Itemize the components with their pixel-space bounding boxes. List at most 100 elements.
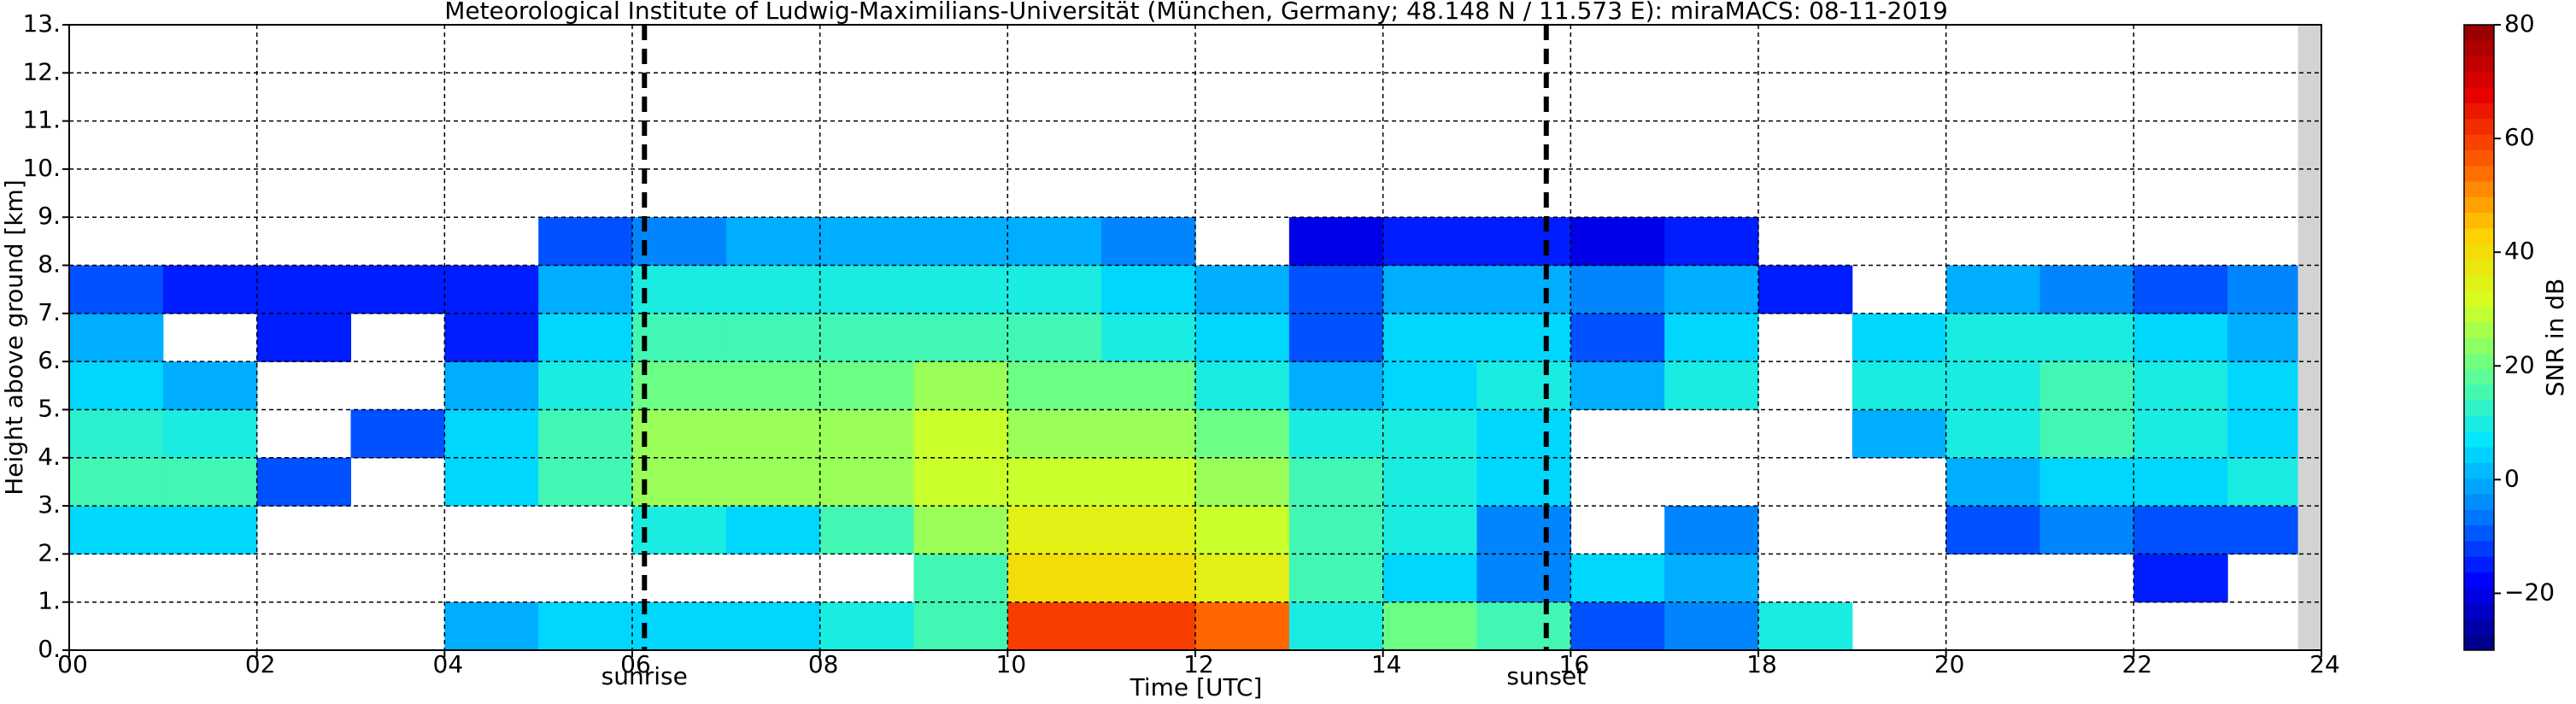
- heatmap-cell: [1101, 265, 1196, 314]
- colorbar-segment: [2464, 321, 2494, 338]
- heatmap-cell: [1195, 313, 1290, 362]
- colorbar-segment: [2464, 227, 2494, 244]
- heatmap-cell: [162, 457, 258, 507]
- heatmap-cell: [1382, 457, 1477, 507]
- heatmap-cell: [1382, 313, 1477, 362]
- heatmap-cell: [1382, 554, 1477, 603]
- heatmap-cell: [1195, 409, 1290, 459]
- colorbar-segment: [2464, 103, 2494, 120]
- heatmap-cell: [1195, 457, 1290, 507]
- annotation-label: sunrise: [601, 662, 688, 690]
- x-tick-label: 20: [1934, 650, 1965, 678]
- heatmap-cell: [1007, 457, 1102, 507]
- heatmap-cell: [444, 457, 539, 507]
- heatmap-cell: [632, 313, 727, 362]
- colorbar-segment: [2464, 165, 2494, 182]
- heatmap-cell: [1945, 457, 2040, 507]
- heatmap-cell: [1101, 601, 1196, 651]
- heatmap-cell: [1476, 601, 1571, 651]
- x-tick-label: 06: [620, 650, 651, 678]
- heatmap-cell: [1101, 457, 1196, 507]
- colorbar-tick-label: 0: [2504, 464, 2520, 492]
- heatmap-cell: [1101, 217, 1196, 267]
- colorbar-segment: [2464, 25, 2494, 41]
- heatmap-cell: [632, 217, 727, 267]
- y-tick-label: 3.: [38, 490, 61, 519]
- heatmap-cell: [913, 601, 1008, 651]
- heatmap-cell: [256, 457, 351, 507]
- heatmap-cell: [2133, 361, 2228, 410]
- heatmap-cell: [1476, 265, 1571, 314]
- no-data-region: [2297, 25, 2321, 650]
- heatmap-cell: [1007, 601, 1102, 651]
- heatmap-cell: [2039, 457, 2134, 507]
- y-tick-label: 11.: [22, 106, 61, 134]
- colorbar-segment: [2464, 572, 2494, 589]
- colorbar-segment: [2464, 259, 2494, 276]
- colorbar-segment: [2464, 384, 2494, 401]
- heatmap-cell: [1382, 361, 1477, 410]
- y-tick-label: 0.: [38, 635, 61, 663]
- x-tick-label: 24: [2309, 650, 2340, 678]
- colorbar-tick-label: 80: [2504, 9, 2535, 38]
- colorbar-segment: [2464, 40, 2494, 57]
- heatmap-cell: [1288, 554, 1384, 603]
- heatmap-cell: [444, 601, 539, 651]
- heatmap-cell: [819, 601, 914, 651]
- heatmap-cell: [538, 265, 633, 314]
- heatmap-cell: [444, 265, 539, 314]
- heatmap-cell: [1007, 361, 1102, 410]
- heatmap-cell: [819, 361, 914, 410]
- heatmap-cell: [913, 217, 1008, 267]
- heatmap-cell: [913, 313, 1008, 362]
- colorbar-segment: [2464, 290, 2494, 307]
- heatmap-cell: [162, 361, 258, 410]
- heatmap-cell: [1195, 265, 1290, 314]
- heatmap-cell: [1288, 313, 1384, 362]
- heatmap-cell: [1570, 217, 1665, 267]
- colorbar-segment: [2464, 462, 2494, 479]
- colorbar-segment: [2464, 306, 2494, 323]
- colorbar-segment: [2464, 509, 2494, 526]
- heatmap-cell: [538, 361, 633, 410]
- heatmap-cell: [632, 601, 727, 651]
- heatmap-cell: [162, 506, 258, 554]
- heatmap-cell: [2039, 313, 2134, 362]
- heatmap-cell: [632, 506, 727, 554]
- colorbar-tick-label: −20: [2504, 578, 2555, 606]
- heatmap-cell: [1288, 506, 1384, 554]
- y-tick-label: 8.: [38, 250, 61, 279]
- heatmap-cell: [69, 457, 164, 507]
- heatmap-cell: [1945, 409, 2040, 459]
- heatmap-cell: [632, 409, 727, 459]
- heatmap-cell: [538, 409, 633, 459]
- heatmap-cell: [1476, 361, 1571, 410]
- heatmap-cell: [1664, 554, 1759, 603]
- colorbar-segment: [2464, 118, 2494, 135]
- heatmap-cell: [725, 457, 821, 507]
- heatmap-cell: [1851, 313, 1947, 362]
- heatmap-cell: [1101, 554, 1196, 603]
- colorbar-segment: [2464, 431, 2494, 448]
- heatmap-cell: [2039, 265, 2134, 314]
- heatmap-cell: [538, 313, 633, 362]
- heatmap-cell: [725, 265, 821, 314]
- heatmap-cell: [1664, 265, 1759, 314]
- heatmap-cell: [1476, 554, 1571, 603]
- heatmap-cell: [913, 361, 1008, 410]
- colorbar-segment: [2464, 634, 2494, 651]
- heatmap-cell: [350, 409, 445, 459]
- heatmap-cell: [538, 217, 633, 267]
- colorbar-segment: [2464, 400, 2494, 416]
- heatmap-cell: [725, 313, 821, 362]
- colorbar-segment: [2464, 368, 2494, 385]
- heatmap-cell: [69, 506, 164, 554]
- heatmap-cell: [1570, 554, 1665, 603]
- heatmap-cell: [1101, 506, 1196, 554]
- heatmap-cell: [256, 313, 351, 362]
- heatmap-cell: [1382, 601, 1477, 651]
- heatmap-cell: [1476, 457, 1571, 507]
- y-tick-label: 9.: [38, 202, 61, 230]
- plot-frame: [68, 24, 2322, 651]
- heatmap-cell: [913, 554, 1008, 603]
